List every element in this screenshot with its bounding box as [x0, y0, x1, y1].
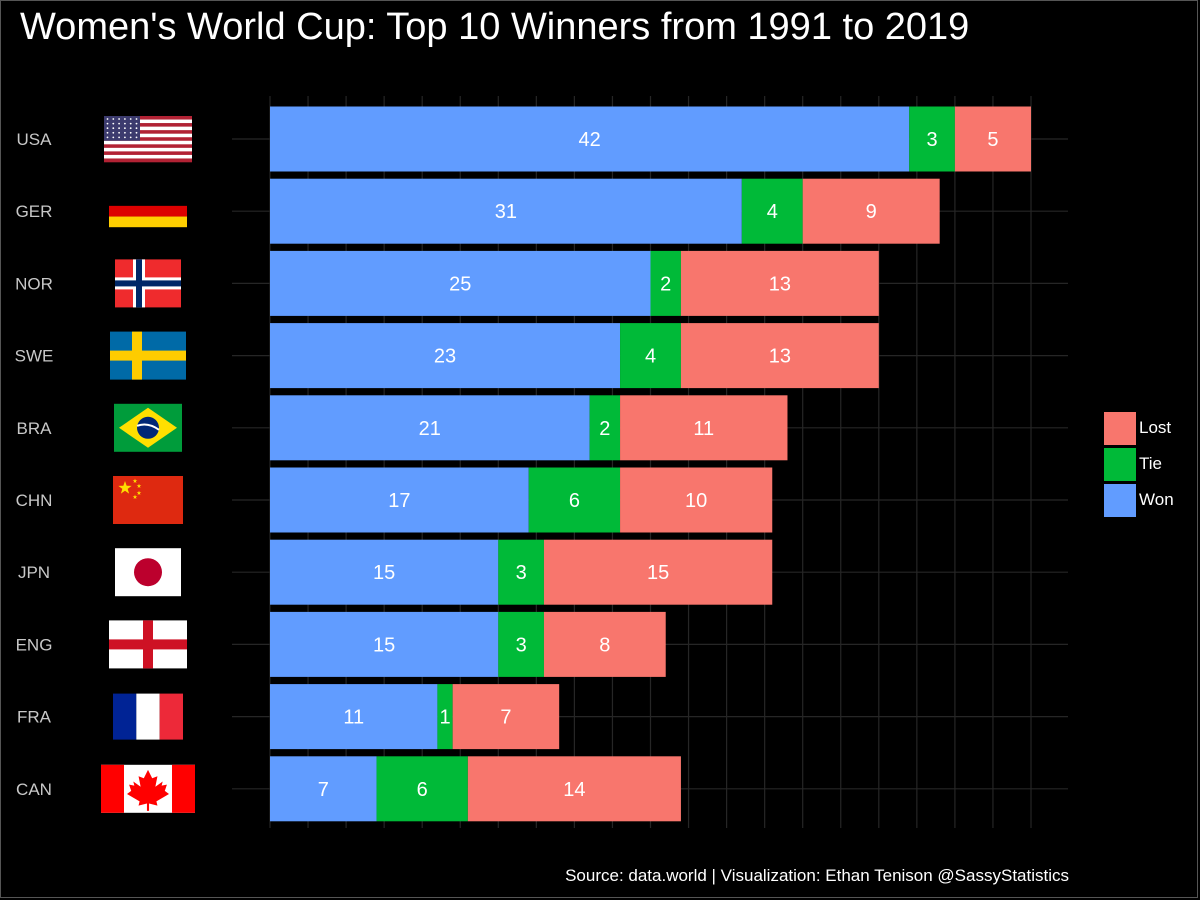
- data-label-lost: 10: [685, 490, 707, 512]
- data-label-lost: 11: [693, 418, 714, 440]
- bar-lost: [802, 178, 940, 244]
- bar-lost: [467, 756, 681, 822]
- flag-france-icon: [113, 693, 183, 740]
- data-label-won: 31: [495, 201, 517, 223]
- flag-sweden-icon: [110, 331, 186, 380]
- bar-lost: [680, 323, 879, 389]
- flag-japan-icon: [115, 548, 181, 597]
- category-label: FRA: [17, 708, 52, 727]
- category-label: CAN: [16, 780, 52, 799]
- category-label: CHN: [16, 491, 53, 510]
- bar-won: [270, 178, 742, 244]
- data-label-lost: 7: [500, 707, 511, 729]
- category-label: JPN: [18, 563, 50, 582]
- bar-tie: [909, 106, 955, 172]
- category-label: NOR: [15, 274, 53, 293]
- bar-tie: [528, 467, 621, 533]
- bar-won: [270, 684, 438, 750]
- data-label-lost: 8: [599, 634, 610, 656]
- category-label: BRA: [17, 419, 53, 438]
- bar-won: [270, 467, 529, 533]
- bar-lost: [954, 106, 1031, 172]
- data-label-tie: 3: [927, 129, 938, 151]
- flag-usa-icon: [104, 116, 192, 163]
- bar-tie: [498, 611, 544, 677]
- legend-key-won: [1104, 483, 1136, 517]
- bar-tie: [741, 178, 803, 244]
- chart-title: Women's World Cup: Top 10 Winners from 1…: [20, 6, 970, 48]
- flag-china-icon: [113, 476, 183, 524]
- legend-label-won: Won: [1139, 490, 1174, 509]
- data-label-won: 17: [388, 490, 410, 512]
- data-label-won: 23: [434, 346, 456, 368]
- bar-tie: [437, 684, 453, 750]
- bar-won: [270, 539, 499, 605]
- data-label-won: 15: [373, 562, 395, 584]
- bar-tie: [620, 323, 681, 389]
- data-label-won: 25: [449, 273, 471, 295]
- data-label-tie: 2: [660, 273, 671, 295]
- data-label-tie: 1: [439, 707, 450, 729]
- data-label-lost: 5: [987, 129, 998, 151]
- category-label: GER: [16, 202, 53, 221]
- bar-lost: [543, 611, 666, 677]
- bar-tie: [650, 250, 681, 316]
- bar-tie: [589, 395, 621, 461]
- legend-key-tie: [1104, 447, 1136, 481]
- bar-won: [270, 395, 590, 461]
- data-label-tie: 4: [767, 201, 778, 223]
- bar-lost: [620, 395, 788, 461]
- data-label-won: 15: [373, 634, 395, 656]
- bar-lost: [620, 467, 773, 533]
- legend-item-lost: Lost: [1104, 410, 1174, 446]
- data-label-won: 21: [419, 418, 441, 440]
- chart-caption: Source: data.world | Visualization: Etha…: [565, 866, 1069, 885]
- category-label: SWE: [15, 347, 54, 366]
- data-label-tie: 6: [417, 779, 428, 801]
- data-label-tie: 3: [516, 634, 527, 656]
- bar-won: [270, 323, 621, 389]
- bar-won: [270, 250, 651, 316]
- data-label-tie: 3: [516, 562, 527, 584]
- bar-lost: [680, 250, 879, 316]
- bar-won: [270, 106, 910, 172]
- category-label: USA: [17, 130, 53, 149]
- legend-label-tie: Tie: [1139, 454, 1162, 473]
- legend-key-lost: [1104, 411, 1136, 445]
- bar-tie: [376, 756, 468, 822]
- data-label-tie: 2: [599, 418, 610, 440]
- bar-lost: [543, 539, 773, 605]
- bar-won: [270, 756, 377, 822]
- data-label-tie: 4: [645, 346, 656, 368]
- data-label-lost: 9: [866, 201, 877, 223]
- data-label-won: 42: [578, 129, 600, 151]
- data-label-lost: 13: [769, 346, 791, 368]
- category-label: ENG: [16, 635, 53, 654]
- data-label-won: 7: [318, 779, 329, 801]
- data-label-lost: 15: [647, 562, 669, 584]
- data-label-lost: 13: [769, 273, 791, 295]
- legend-item-won: Won: [1104, 482, 1174, 518]
- legend-label-lost: Lost: [1139, 418, 1172, 437]
- flag-brazil-icon: [114, 403, 182, 452]
- data-label-tie: 6: [569, 490, 580, 512]
- flag-norway-icon: [115, 259, 181, 308]
- legend: Lost Tie Won: [1104, 410, 1174, 518]
- flag-england-icon: [109, 620, 187, 669]
- flag-germany-icon: [109, 195, 187, 228]
- data-label-lost: 14: [563, 779, 585, 801]
- bar-won: [270, 611, 499, 677]
- data-label-won: 11: [343, 707, 364, 729]
- flag-canada-icon: [101, 764, 195, 813]
- bar-lost: [452, 684, 560, 750]
- bar-tie: [498, 539, 544, 605]
- legend-item-tie: Tie: [1104, 446, 1174, 482]
